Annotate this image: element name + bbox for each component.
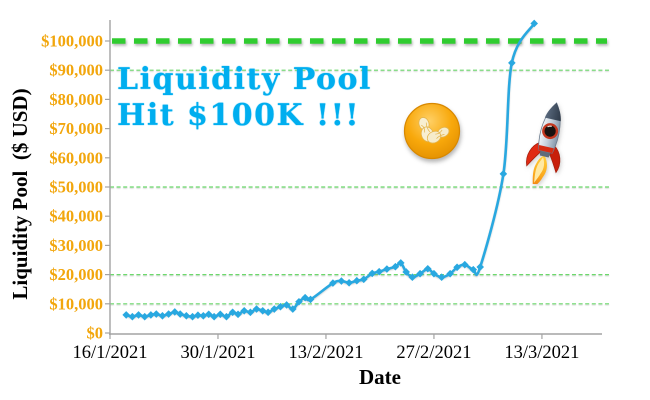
data-point-marker <box>164 310 173 318</box>
data-point-marker <box>140 312 149 321</box>
data-point-marker <box>264 308 272 317</box>
y-tick-label: $10,000 <box>49 294 103 313</box>
data-point-marker <box>375 267 383 276</box>
y-tick-label: $20,000 <box>49 265 103 284</box>
data-point-marker <box>210 312 218 321</box>
data-point-marker <box>182 311 191 320</box>
data-point-marker <box>188 312 197 321</box>
data-point-marker <box>469 265 478 274</box>
data-point-marker <box>147 311 155 319</box>
data-point-marker <box>345 278 353 287</box>
data-point-marker <box>128 312 137 321</box>
x-tick-label: 13/3/2021 <box>504 343 579 363</box>
data-point-marker <box>306 295 315 304</box>
data-point-marker <box>437 273 446 282</box>
data-point-marker <box>270 305 279 313</box>
data-point-marker <box>288 305 297 313</box>
data-point-marker <box>234 310 242 319</box>
y-tick-label: $0 <box>87 324 104 343</box>
data-point-marker <box>476 263 485 271</box>
data-point-marker <box>383 265 391 273</box>
annotation-line-1: Liquidity Pool <box>117 62 372 97</box>
data-point-marker <box>508 59 516 67</box>
peanut-coin-icon <box>403 102 461 160</box>
data-point-marker <box>353 276 361 285</box>
data-point-marker <box>276 302 285 311</box>
data-point-marker <box>530 19 539 28</box>
data-point-marker <box>170 308 179 316</box>
data-point-marker <box>408 273 417 282</box>
data-point-marker <box>158 311 167 320</box>
data-point-marker <box>282 301 291 309</box>
data-point-marker <box>301 293 309 302</box>
x-tick-label: 27/2/2021 <box>396 343 471 363</box>
data-point-marker <box>329 279 337 287</box>
data-point-marker <box>499 170 508 178</box>
data-point-marker <box>258 307 267 315</box>
y-tick-label: $40,000 <box>49 207 103 226</box>
data-point-marker <box>337 277 346 285</box>
y-axis-title: Liquidity Pool ($ USD) <box>8 88 32 300</box>
data-point-marker <box>396 259 405 267</box>
y-tick-label: $100,000 <box>41 32 103 51</box>
y-tick-label: $70,000 <box>49 119 103 138</box>
data-point-marker <box>222 312 231 321</box>
data-point-marker <box>228 308 237 317</box>
x-axis-title: Date <box>359 365 401 389</box>
data-point-marker <box>368 269 377 278</box>
x-tick-label: 13/2/2021 <box>288 343 363 363</box>
data-point-marker <box>252 305 261 313</box>
y-tick-label: $60,000 <box>49 148 103 167</box>
data-point-marker <box>295 297 303 306</box>
data-point-marker <box>122 311 130 319</box>
data-point-marker <box>402 268 410 276</box>
annotation-line-2: Hit $100K !!! <box>117 98 361 133</box>
x-tick-label: 16/1/2021 <box>72 343 147 363</box>
data-point-marker <box>216 310 225 319</box>
data-point-marker <box>176 310 184 318</box>
data-point-marker <box>152 310 161 318</box>
chart-annotation: Liquidity Pool Hit $100K !!! <box>117 62 372 134</box>
data-point-marker <box>446 269 454 278</box>
data-point-marker <box>246 308 255 317</box>
data-point-marker <box>423 264 432 273</box>
data-point-marker <box>204 310 213 319</box>
data-point-marker <box>391 262 400 271</box>
peanut-shape <box>426 126 450 144</box>
data-point-marker <box>134 311 143 319</box>
rocket-icon <box>526 102 561 184</box>
y-tick-label: $80,000 <box>49 90 103 109</box>
data-point-marker <box>194 311 202 319</box>
data-point-marker <box>453 263 461 272</box>
data-point-marker <box>416 269 424 278</box>
y-tick-label: $50,000 <box>49 178 103 197</box>
data-point-marker <box>430 269 438 278</box>
data-point-marker <box>240 307 249 315</box>
data-point-marker <box>460 260 469 269</box>
data-point-marker <box>199 311 208 320</box>
y-tick-label: $30,000 <box>49 236 103 255</box>
data-point-marker <box>359 275 368 284</box>
x-tick-label: 30/1/2021 <box>180 343 255 363</box>
y-tick-label: $90,000 <box>49 61 103 80</box>
